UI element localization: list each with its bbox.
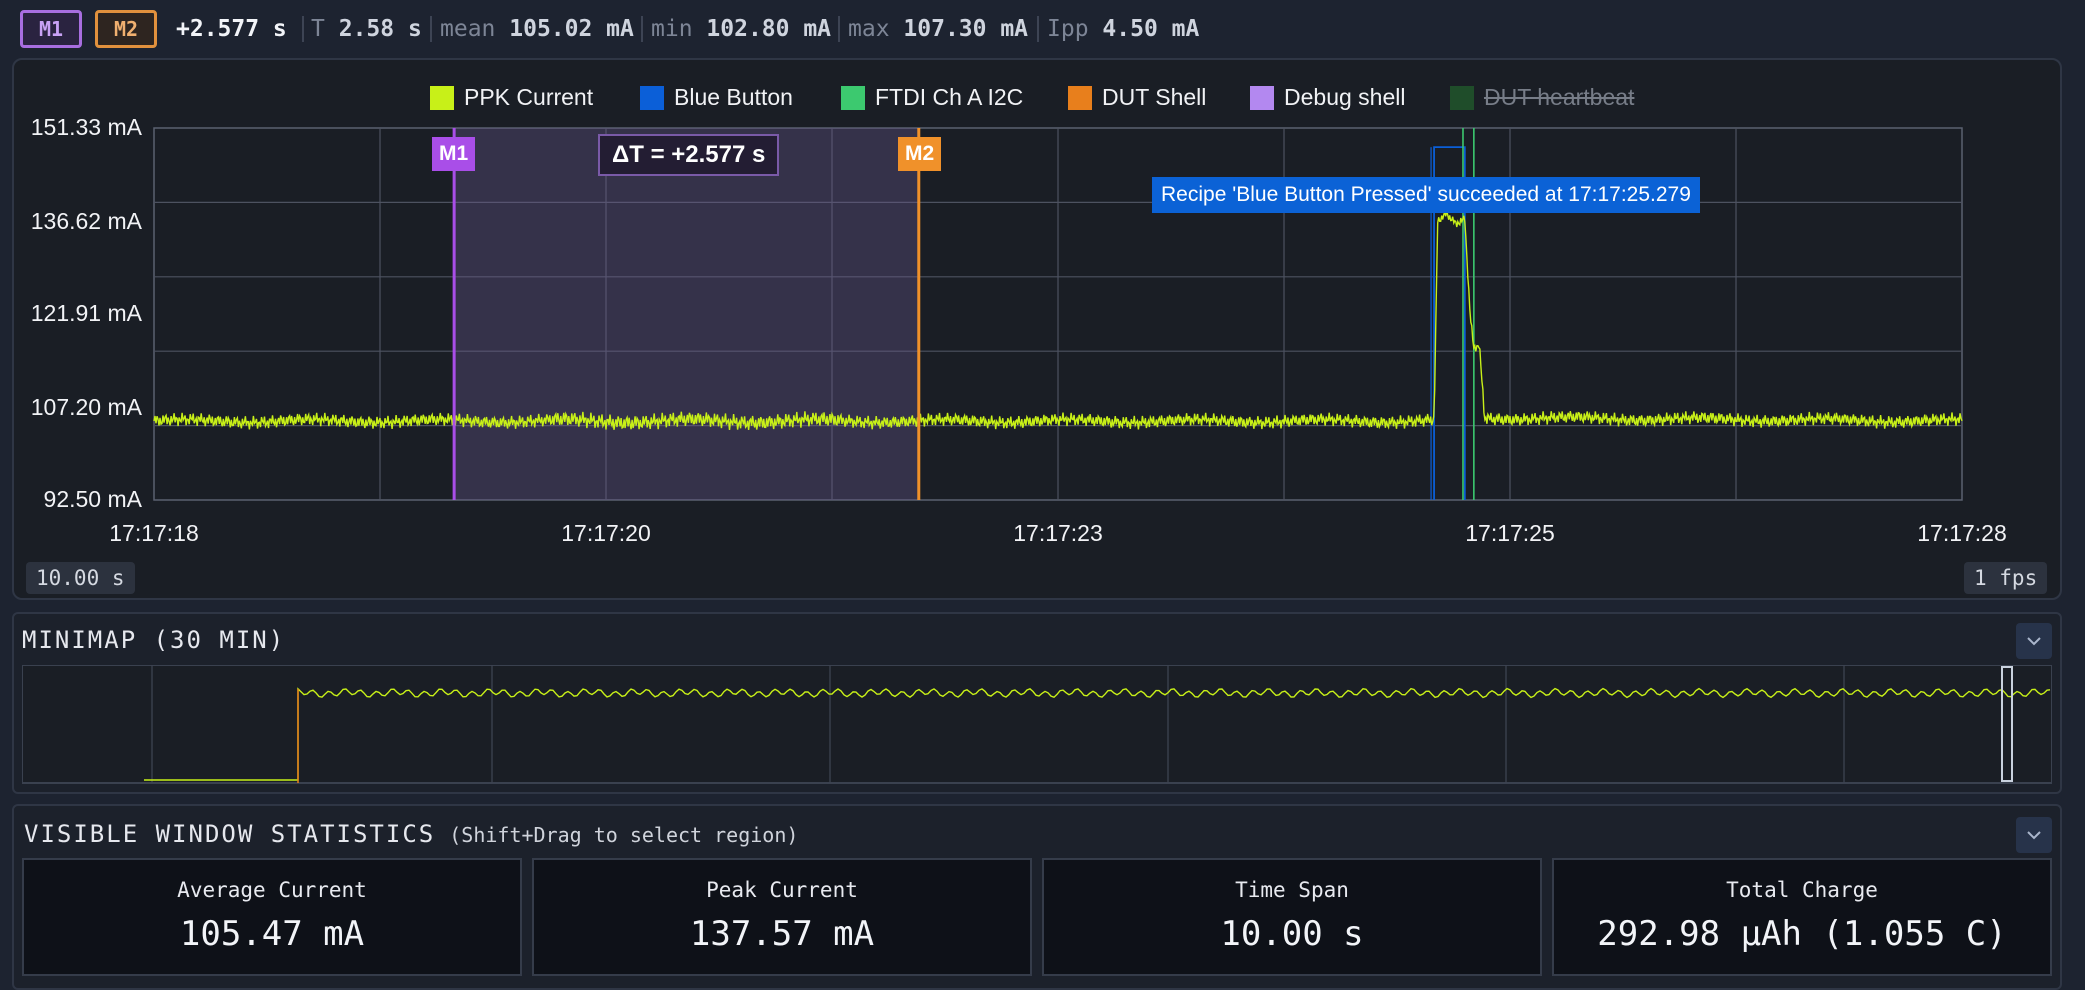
stats-title: VISIBLE WINDOW STATISTICS (Shift+Drag to … bbox=[24, 820, 798, 848]
stat-card-title: Time Span bbox=[1235, 878, 1349, 902]
x-tick-label: 17:17:25 bbox=[1465, 520, 1555, 546]
swatch-icon bbox=[1450, 85, 1474, 110]
marker-region-shading bbox=[454, 128, 919, 500]
y-tick-label: 151.33 mA bbox=[30, 114, 142, 140]
chevron-down-icon bbox=[2027, 831, 2041, 840]
stat-card-value: 292.98 µAh (1.055 C) bbox=[1597, 914, 2007, 954]
stats-title-text: VISIBLE WINDOW STATISTICS bbox=[24, 820, 436, 848]
chart-panel bbox=[12, 58, 2062, 600]
x-tick-label: 17:17:20 bbox=[561, 520, 651, 546]
stat-card-title: Peak Current bbox=[706, 878, 858, 902]
y-tick-label: 121.91 mA bbox=[30, 300, 142, 326]
stats-panel: VISIBLE WINDOW STATISTICS (Shift+Drag to … bbox=[12, 804, 2062, 990]
legend-debug-shell[interactable]: Debug shell bbox=[1250, 84, 1405, 111]
minimap-chart[interactable] bbox=[22, 665, 2052, 785]
stat-card-time-span: Time Span 10.00 s bbox=[1042, 858, 1542, 976]
stat-card-peak-current: Peak Current 137.57 mA bbox=[532, 858, 1032, 976]
marker-m1-button[interactable]: M1 bbox=[20, 10, 82, 48]
marker-m2-button[interactable]: M2 bbox=[95, 10, 157, 48]
separator bbox=[1037, 16, 1039, 42]
marker-m1-flag[interactable]: M1 bbox=[432, 137, 476, 171]
marker-m2-flag[interactable]: M2 bbox=[898, 137, 942, 171]
marker-delta: +2.577 s bbox=[176, 16, 287, 42]
separator bbox=[302, 16, 304, 42]
legend-label: FTDI Ch A I2C bbox=[875, 84, 1024, 110]
separator bbox=[430, 16, 432, 42]
x-tick-label: 17:17:28 bbox=[1917, 520, 2007, 546]
legend-label: PPK Current bbox=[464, 84, 594, 110]
swatch-icon bbox=[1250, 85, 1274, 110]
legend-ppk-current[interactable]: PPK Current bbox=[430, 84, 593, 111]
minimap-frame bbox=[22, 665, 2052, 784]
marker-stat-mean: mean 105.02 mA bbox=[440, 16, 634, 42]
legend-ftdi-i2c[interactable]: FTDI Ch A I2C bbox=[841, 84, 1023, 111]
minimap-title: MINIMAP (30 MIN) bbox=[22, 626, 286, 654]
marker-stat-max: max 107.30 mA bbox=[848, 16, 1029, 42]
stat-card-title: Average Current bbox=[177, 878, 367, 902]
legend-blue-button[interactable]: Blue Button bbox=[640, 84, 793, 111]
legend-label: DUT Shell bbox=[1102, 84, 1207, 110]
recipe-annotation: Recipe 'Blue Button Pressed' succeeded a… bbox=[1152, 177, 1700, 213]
stats-collapse-button[interactable] bbox=[2016, 817, 2052, 853]
separator bbox=[838, 16, 840, 42]
marker-stat-min: min 102.80 mA bbox=[651, 16, 832, 42]
separator bbox=[641, 16, 643, 42]
minimap-collapse-button[interactable] bbox=[2016, 623, 2052, 659]
marker-toolbar: M1 M2 +2.577 s T 2.58 s mean 105.02 mA m… bbox=[0, 0, 2085, 58]
delta-t-label: ΔT = +2.577 s bbox=[598, 134, 780, 176]
y-tick-label: 136.62 mA bbox=[30, 208, 142, 234]
legend-dut-heartbeat[interactable]: DUT heartbeat bbox=[1450, 84, 1634, 111]
y-tick-label: 92.50 mA bbox=[43, 486, 142, 512]
stat-card-value: 10.00 s bbox=[1220, 914, 1364, 954]
chevron-down-icon bbox=[2027, 637, 2041, 646]
stat-card-total-charge: Total Charge 292.98 µAh (1.055 C) bbox=[1552, 858, 2052, 976]
minimap-grid bbox=[151, 665, 1845, 783]
marker-stat-ipp: Ipp 4.50 mA bbox=[1047, 16, 1200, 42]
fps-chip: 1 fps bbox=[1964, 562, 2048, 594]
stat-card-value: 105.47 mA bbox=[179, 914, 365, 954]
legend-label: Blue Button bbox=[674, 84, 793, 110]
legend-dut-shell[interactable]: DUT Shell bbox=[1068, 84, 1206, 111]
blue-button-event bbox=[1433, 146, 1466, 500]
window-span-chip: 10.00 s bbox=[26, 562, 135, 594]
y-tick-label: 107.20 mA bbox=[30, 394, 142, 420]
current-chart[interactable] bbox=[0, 0, 2085, 610]
stat-card-title: Total Charge bbox=[1726, 878, 1878, 902]
stat-card-average-current: Average Current 105.47 mA bbox=[22, 858, 522, 976]
minimap-trace bbox=[144, 687, 2051, 781]
swatch-icon bbox=[1068, 85, 1092, 110]
x-tick-label: 17:17:23 bbox=[1013, 520, 1103, 546]
x-tick-label: 17:17:18 bbox=[109, 520, 199, 546]
swatch-icon bbox=[841, 85, 865, 110]
minimap-viewport-handle[interactable] bbox=[2001, 666, 2013, 782]
legend-label: Debug shell bbox=[1284, 84, 1406, 110]
stats-hint: (Shift+Drag to select region) bbox=[449, 823, 799, 847]
swatch-icon bbox=[430, 85, 454, 110]
stat-card-value: 137.57 mA bbox=[689, 914, 875, 954]
marker-stat-t: T 2.58 s bbox=[311, 16, 422, 42]
legend-label: DUT heartbeat bbox=[1484, 84, 1635, 110]
swatch-icon bbox=[640, 85, 664, 110]
